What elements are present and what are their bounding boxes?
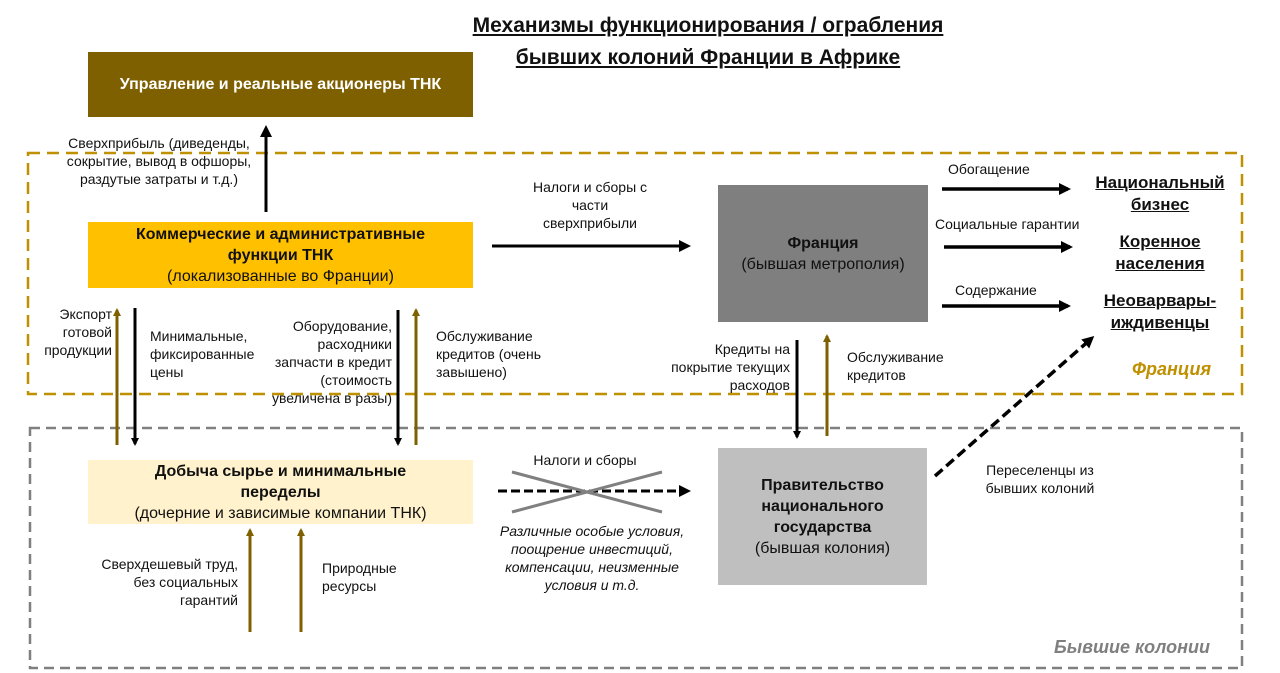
france-region-border: [26, 151, 1244, 396]
neo-barbarians-target: Неоварвары-иждивенцы: [1103, 291, 1217, 332]
colonies-region-label: Бывшие колонии: [1054, 637, 1210, 657]
taxes-label: Налоги и сборы: [533, 452, 637, 468]
colonies-region-border: [28, 426, 1244, 670]
settlers-label: Переселенцы из бывших колоний: [985, 462, 1095, 496]
france-box: Франция (бывшая метрополия): [718, 185, 928, 322]
maintenance-label: Содержание: [955, 282, 1037, 298]
commercial-box: Коммерческие и административные функции …: [88, 222, 473, 288]
government-box: Правительство национального государства …: [718, 448, 927, 585]
taxes-superprofit-label: Налоги и сборы с части сверхприбыли: [532, 179, 648, 231]
export-label: Экспорт готовой продукции: [44, 306, 112, 358]
national-business-target: Национальный бизнес: [1095, 173, 1225, 214]
superprofit-label: Сверхприбыль (диведенды, сокрытие, вывод…: [66, 135, 252, 187]
loan-service-label: Обслуживание кредитов: [847, 349, 944, 383]
credits-label: Кредиты на покрытие текущих расходов: [671, 341, 790, 393]
min-prices-label: Минимальные, фиксированные цены: [150, 328, 255, 380]
cheap-labor-label: Сверхдешевый труд, без социальных гарант…: [101, 556, 238, 608]
diagram-title: Механизмы функционирования / ограбления …: [472, 14, 944, 69]
cross-line-2: [511, 470, 663, 514]
social-label: Социальные гарантии: [935, 216, 1080, 232]
enrichment-label: Обогащение: [948, 161, 1030, 177]
loan-service-high-label: Обслуживание кредитов (очень завышено): [436, 328, 541, 380]
management-box: Управление и реальные акционеры ТНК: [88, 52, 473, 117]
france-region-label: Франция: [1132, 359, 1212, 379]
indigenous-population-target: Коренное населения: [1115, 232, 1205, 273]
conditions-label: Различные особые условия, поощрение инве…: [499, 523, 685, 593]
settlers-arrow: [933, 336, 1095, 478]
extraction-box: Добыча сырье и минимальные переделы (доч…: [88, 460, 473, 524]
equipment-label: Оборудование, расходники запчасти в кред…: [272, 318, 392, 406]
resources-label: Природные ресурсы: [322, 560, 397, 594]
